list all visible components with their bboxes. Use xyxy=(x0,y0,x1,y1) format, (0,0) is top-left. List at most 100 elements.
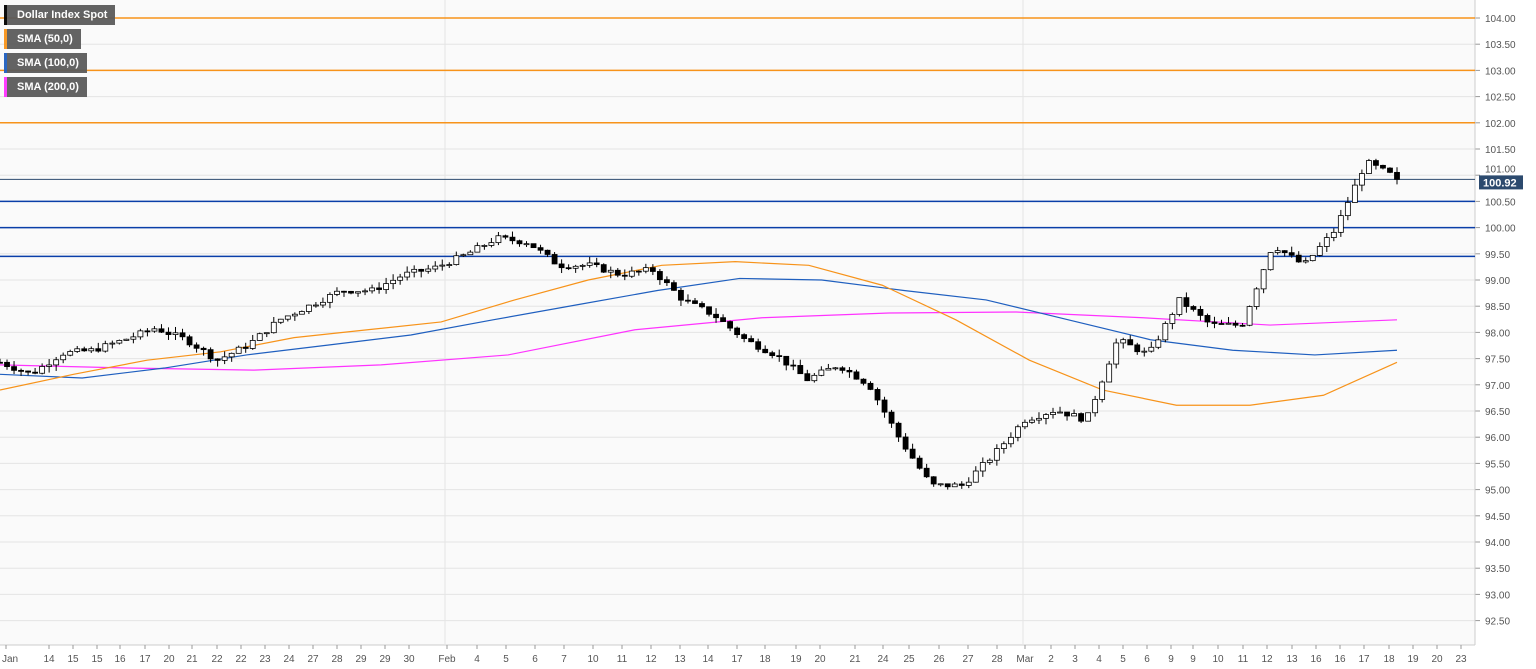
x-tick-label: 6 xyxy=(1144,654,1150,665)
x-tick-label: 22 xyxy=(211,654,223,665)
x-tick-label: 20 xyxy=(814,654,826,665)
candle-body xyxy=(516,240,523,245)
candle-body xyxy=(144,330,151,333)
candle-body xyxy=(1387,167,1393,173)
y-tick-label: 97.50 xyxy=(1485,355,1510,366)
candle-body xyxy=(937,483,944,486)
x-tick-label: 29 xyxy=(355,654,367,665)
x-tick-label: Feb xyxy=(438,654,456,665)
y-tick-label: 94.50 xyxy=(1485,512,1510,523)
candle-body xyxy=(509,236,516,242)
candle-body xyxy=(25,370,31,373)
candle-body xyxy=(418,268,425,272)
candle-body xyxy=(11,366,17,371)
candle-body xyxy=(692,300,698,304)
candle-body xyxy=(1155,339,1162,348)
candle-body xyxy=(1211,321,1218,324)
candle-body xyxy=(348,290,354,294)
candle-body xyxy=(1092,399,1099,414)
candle-body xyxy=(656,271,663,281)
legend-item[interactable]: Dollar Index Spot xyxy=(4,5,116,25)
x-tick-label: 10 xyxy=(587,654,599,665)
candle-body xyxy=(1394,171,1400,180)
candle-body xyxy=(1246,306,1253,326)
candle-body xyxy=(235,346,242,354)
candle-body xyxy=(95,348,102,352)
x-tick-label: 16 xyxy=(1310,654,1322,665)
x-tick-label: 18 xyxy=(759,654,771,665)
x-tick-label: 15 xyxy=(67,654,79,665)
x-tick-label: 16 xyxy=(1334,654,1346,665)
candle-body xyxy=(713,313,719,319)
x-tick-label: 4 xyxy=(1096,654,1102,665)
candle-body xyxy=(671,282,677,291)
candle-body xyxy=(1007,436,1014,445)
candle-body xyxy=(769,352,776,357)
candle-body xyxy=(860,378,867,384)
candle-body xyxy=(1309,254,1316,262)
candle-body xyxy=(979,462,986,472)
candle-body xyxy=(1337,215,1344,233)
legend-item[interactable]: SMA (200,0) xyxy=(4,77,87,97)
candle-body xyxy=(277,318,284,323)
candle-body xyxy=(355,291,361,294)
candle-body xyxy=(993,448,1000,461)
candle-body xyxy=(4,361,10,368)
x-tick-label: 18 xyxy=(1383,654,1395,665)
candle-body xyxy=(727,321,733,329)
candle-body xyxy=(1162,323,1169,341)
candle-body xyxy=(958,483,965,486)
x-tick-label: 23 xyxy=(259,654,271,665)
candle-body xyxy=(1380,164,1386,169)
y-tick-label: 95.50 xyxy=(1485,459,1510,470)
y-tick-label: 102.50 xyxy=(1485,93,1516,104)
candle-body xyxy=(607,269,614,273)
legend-item[interactable]: SMA (50,0) xyxy=(4,29,81,49)
candle-body xyxy=(909,448,916,459)
x-tick-label: 12 xyxy=(645,654,657,665)
y-tick-label: 103.00 xyxy=(1485,66,1516,77)
candle-body xyxy=(720,317,726,322)
candle-body xyxy=(313,304,319,307)
candle-body xyxy=(825,367,832,371)
x-tick-label: 24 xyxy=(283,654,295,665)
candle-body xyxy=(102,343,109,352)
candle-body xyxy=(88,348,95,352)
candle-body xyxy=(1351,184,1358,203)
candle-body xyxy=(242,346,249,349)
candle-body xyxy=(1316,246,1323,256)
candle-body xyxy=(685,299,691,302)
legend-item[interactable]: SMA (100,0) xyxy=(4,53,87,73)
candle-body xyxy=(320,301,326,306)
x-tick-label: 29 xyxy=(379,654,391,665)
candle-body xyxy=(1176,297,1183,315)
candle-body xyxy=(1071,413,1077,417)
candle-body xyxy=(151,328,158,332)
candle-body xyxy=(1373,160,1379,166)
candle-body xyxy=(804,373,811,382)
candle-body xyxy=(1323,237,1330,247)
x-tick-label: 20 xyxy=(163,654,175,665)
candle-body xyxy=(544,249,551,255)
candle-body xyxy=(1078,413,1084,422)
candle-body xyxy=(586,262,593,266)
candle-body xyxy=(0,361,3,364)
candle-body xyxy=(214,358,221,361)
candle-body xyxy=(706,306,712,315)
candle-body xyxy=(263,332,270,335)
candle-body xyxy=(270,321,277,334)
x-tick-label: 6 xyxy=(532,654,538,665)
x-tick-label: 14 xyxy=(43,654,55,665)
candle-body xyxy=(341,290,347,293)
candle-body xyxy=(200,347,207,351)
candle-body xyxy=(734,327,741,336)
x-tick-label: 27 xyxy=(307,654,319,665)
candle-body xyxy=(699,303,705,308)
candle-body xyxy=(790,364,797,367)
current-price-badge xyxy=(1479,175,1523,190)
x-tick-label: 11 xyxy=(1238,654,1249,665)
y-tick-label: 96.00 xyxy=(1485,433,1510,444)
candle-body xyxy=(1085,412,1092,422)
candle-body xyxy=(404,271,411,278)
